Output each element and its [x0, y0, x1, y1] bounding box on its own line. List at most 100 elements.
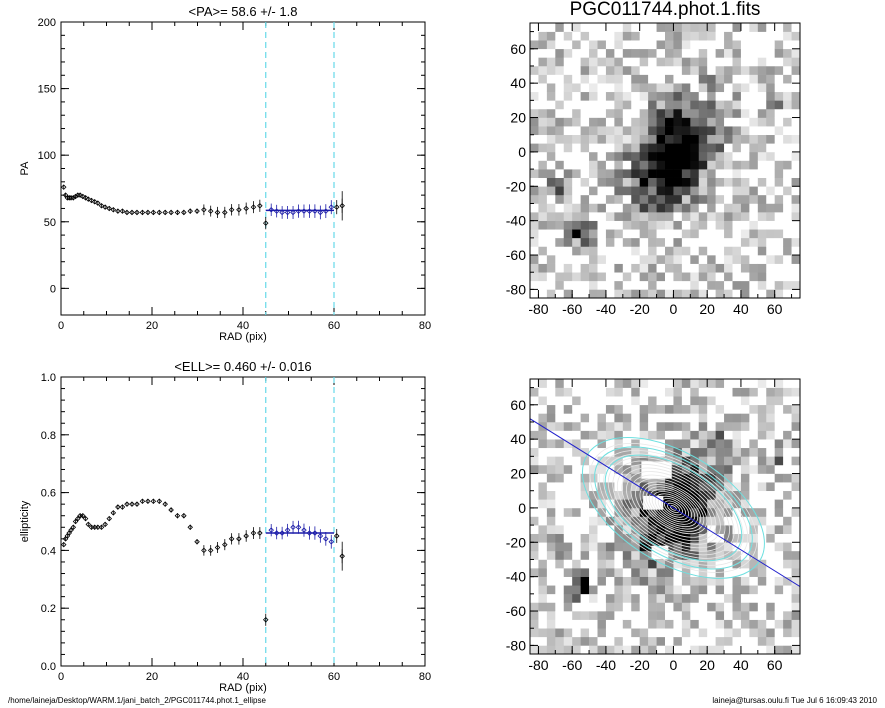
galaxy-image-xtick-label: -60 — [562, 301, 582, 317]
ellipse-overlay-pixel — [555, 559, 565, 569]
ellipse-overlay-pixel — [639, 585, 649, 595]
galaxy-image-pixel — [563, 263, 573, 273]
ellipse-overlay-pixel — [757, 628, 767, 638]
galaxy-image-pixel — [580, 169, 590, 178]
ellipse-overlay-pixel — [707, 636, 716, 646]
ellipse-overlay-pixel — [648, 439, 657, 449]
galaxy-image-pixel — [690, 280, 700, 290]
ellipse-overlay-pixel — [538, 456, 548, 466]
galaxy-image-pixel — [639, 48, 649, 58]
galaxy-image-pixel — [707, 40, 716, 50]
ellipse-overlay-pixel — [732, 490, 742, 500]
ellipse-overlay-pixel — [555, 533, 565, 543]
ellipse-overlay-ytick-label: -80 — [506, 637, 526, 653]
ellipse-overlay-pixel — [580, 387, 590, 397]
ellipse-overlay-pixel — [681, 559, 691, 569]
galaxy-image-pixel — [698, 160, 708, 170]
galaxy-image-pixel — [673, 74, 683, 84]
ellipse-overlay-pixel — [707, 379, 716, 388]
galaxy-image-pixel — [665, 203, 674, 213]
galaxy-image-pixel — [774, 237, 784, 247]
ellipse-overlay-pixel — [631, 387, 640, 397]
galaxy-image-pixel — [715, 48, 725, 58]
ellipse-overlay-pixel — [530, 473, 539, 483]
ell-data-point — [243, 533, 249, 539]
ellipse-overlay-pixel — [580, 611, 590, 620]
ellipse-overlay-pixel — [681, 404, 691, 414]
ellipse-overlay-pixel — [791, 628, 800, 638]
ellipse-overlay-pixel — [757, 464, 767, 474]
ellipse-overlay-pixel — [605, 568, 615, 577]
ellipse-overlay-pixel — [538, 482, 548, 492]
ellipse-overlay-pixel — [766, 387, 775, 397]
galaxy-image-pixel — [563, 246, 573, 256]
galaxy-image-pixel — [597, 246, 607, 256]
ell-data-point — [301, 527, 307, 533]
galaxy-image-pixel — [690, 237, 700, 247]
galaxy-image-pixel — [597, 272, 607, 282]
ellipse-overlay-pixel — [555, 550, 565, 560]
galaxy-image-pixel — [648, 212, 657, 221]
galaxy-image-pixel — [656, 151, 666, 161]
ellipse-overlay-pixel — [546, 611, 556, 620]
galaxy-image-pixel — [572, 255, 581, 264]
ell-data-point — [80, 512, 86, 519]
ellipse-overlay-pixel — [707, 430, 716, 440]
ellipse-overlay-pixel — [572, 542, 581, 552]
ellipse-overlay-pixel — [690, 396, 700, 406]
ellipse-overlay-pixel — [766, 430, 775, 440]
ellipse-overlay-pixel — [673, 439, 683, 449]
ellipse-overlay-pixel — [740, 499, 750, 509]
galaxy-image-pixel — [639, 143, 649, 153]
ellipse-overlay-pixel — [791, 430, 800, 440]
galaxy-image-pixel — [589, 169, 598, 178]
galaxy-image-pixel — [538, 229, 548, 239]
galaxy-image-pixel — [783, 108, 792, 118]
galaxy-image-pixel — [698, 194, 708, 204]
ell-ytick-label: 0.2 — [41, 603, 56, 615]
ellipse-overlay-pixel — [622, 396, 632, 406]
ellipse-overlay-pixel — [690, 568, 700, 577]
galaxy-image-pixel — [673, 100, 683, 110]
galaxy-image-pixel — [563, 237, 573, 247]
galaxy-image-pixel — [538, 57, 548, 67]
galaxy-image-frame — [529, 22, 801, 299]
galaxy-image-pixel — [605, 108, 615, 118]
ellipse-overlay-pixel — [707, 507, 716, 517]
file-path-footer: /home/laineja/Desktop/WARM.1/jani_batch_… — [8, 696, 266, 705]
galaxy-image-pixel — [530, 151, 539, 161]
ellipse-overlay-pixel — [572, 421, 581, 431]
galaxy-image-pixel — [530, 263, 539, 273]
galaxy-image-pixel — [707, 280, 716, 290]
ellipse-overlay-pixel — [639, 404, 649, 414]
galaxy-image-pixel — [622, 280, 632, 290]
galaxy-image-pixel — [774, 186, 784, 196]
ellipse-overlay-pixel — [639, 439, 649, 449]
galaxy-image-pixel — [715, 74, 725, 84]
galaxy-image-pixel — [673, 117, 683, 127]
ellipse-overlay-pixel — [572, 473, 581, 483]
galaxy-image-pixel — [766, 108, 775, 118]
ellipse-overlay-pixel — [740, 464, 750, 474]
galaxy-image-pixel — [589, 160, 598, 170]
ell-data-point — [66, 530, 72, 536]
ellipse-overlay-pixel — [698, 404, 708, 414]
galaxy-image-pixel — [656, 134, 666, 144]
galaxy-image-pixel — [749, 65, 759, 75]
galaxy-image-pixel — [749, 237, 759, 247]
galaxy-image-pixel — [605, 100, 615, 110]
ellipse-overlay-pixel — [690, 611, 700, 620]
galaxy-image-pixel — [774, 229, 784, 239]
galaxy-image-pixel — [563, 272, 573, 282]
ell-data-point — [134, 501, 140, 507]
galaxy-image-pixel — [597, 100, 607, 110]
galaxy-image-pixel — [681, 40, 691, 50]
galaxy-image-pixel — [639, 160, 649, 170]
galaxy-image-pixel — [631, 23, 640, 32]
galaxy-image-pixel — [648, 272, 657, 282]
ellipse-overlay-pixel — [631, 482, 640, 492]
galaxy-image-pixel — [639, 57, 649, 67]
ellipse-overlay-pixel — [589, 396, 598, 406]
galaxy-image-pixel — [622, 151, 632, 161]
